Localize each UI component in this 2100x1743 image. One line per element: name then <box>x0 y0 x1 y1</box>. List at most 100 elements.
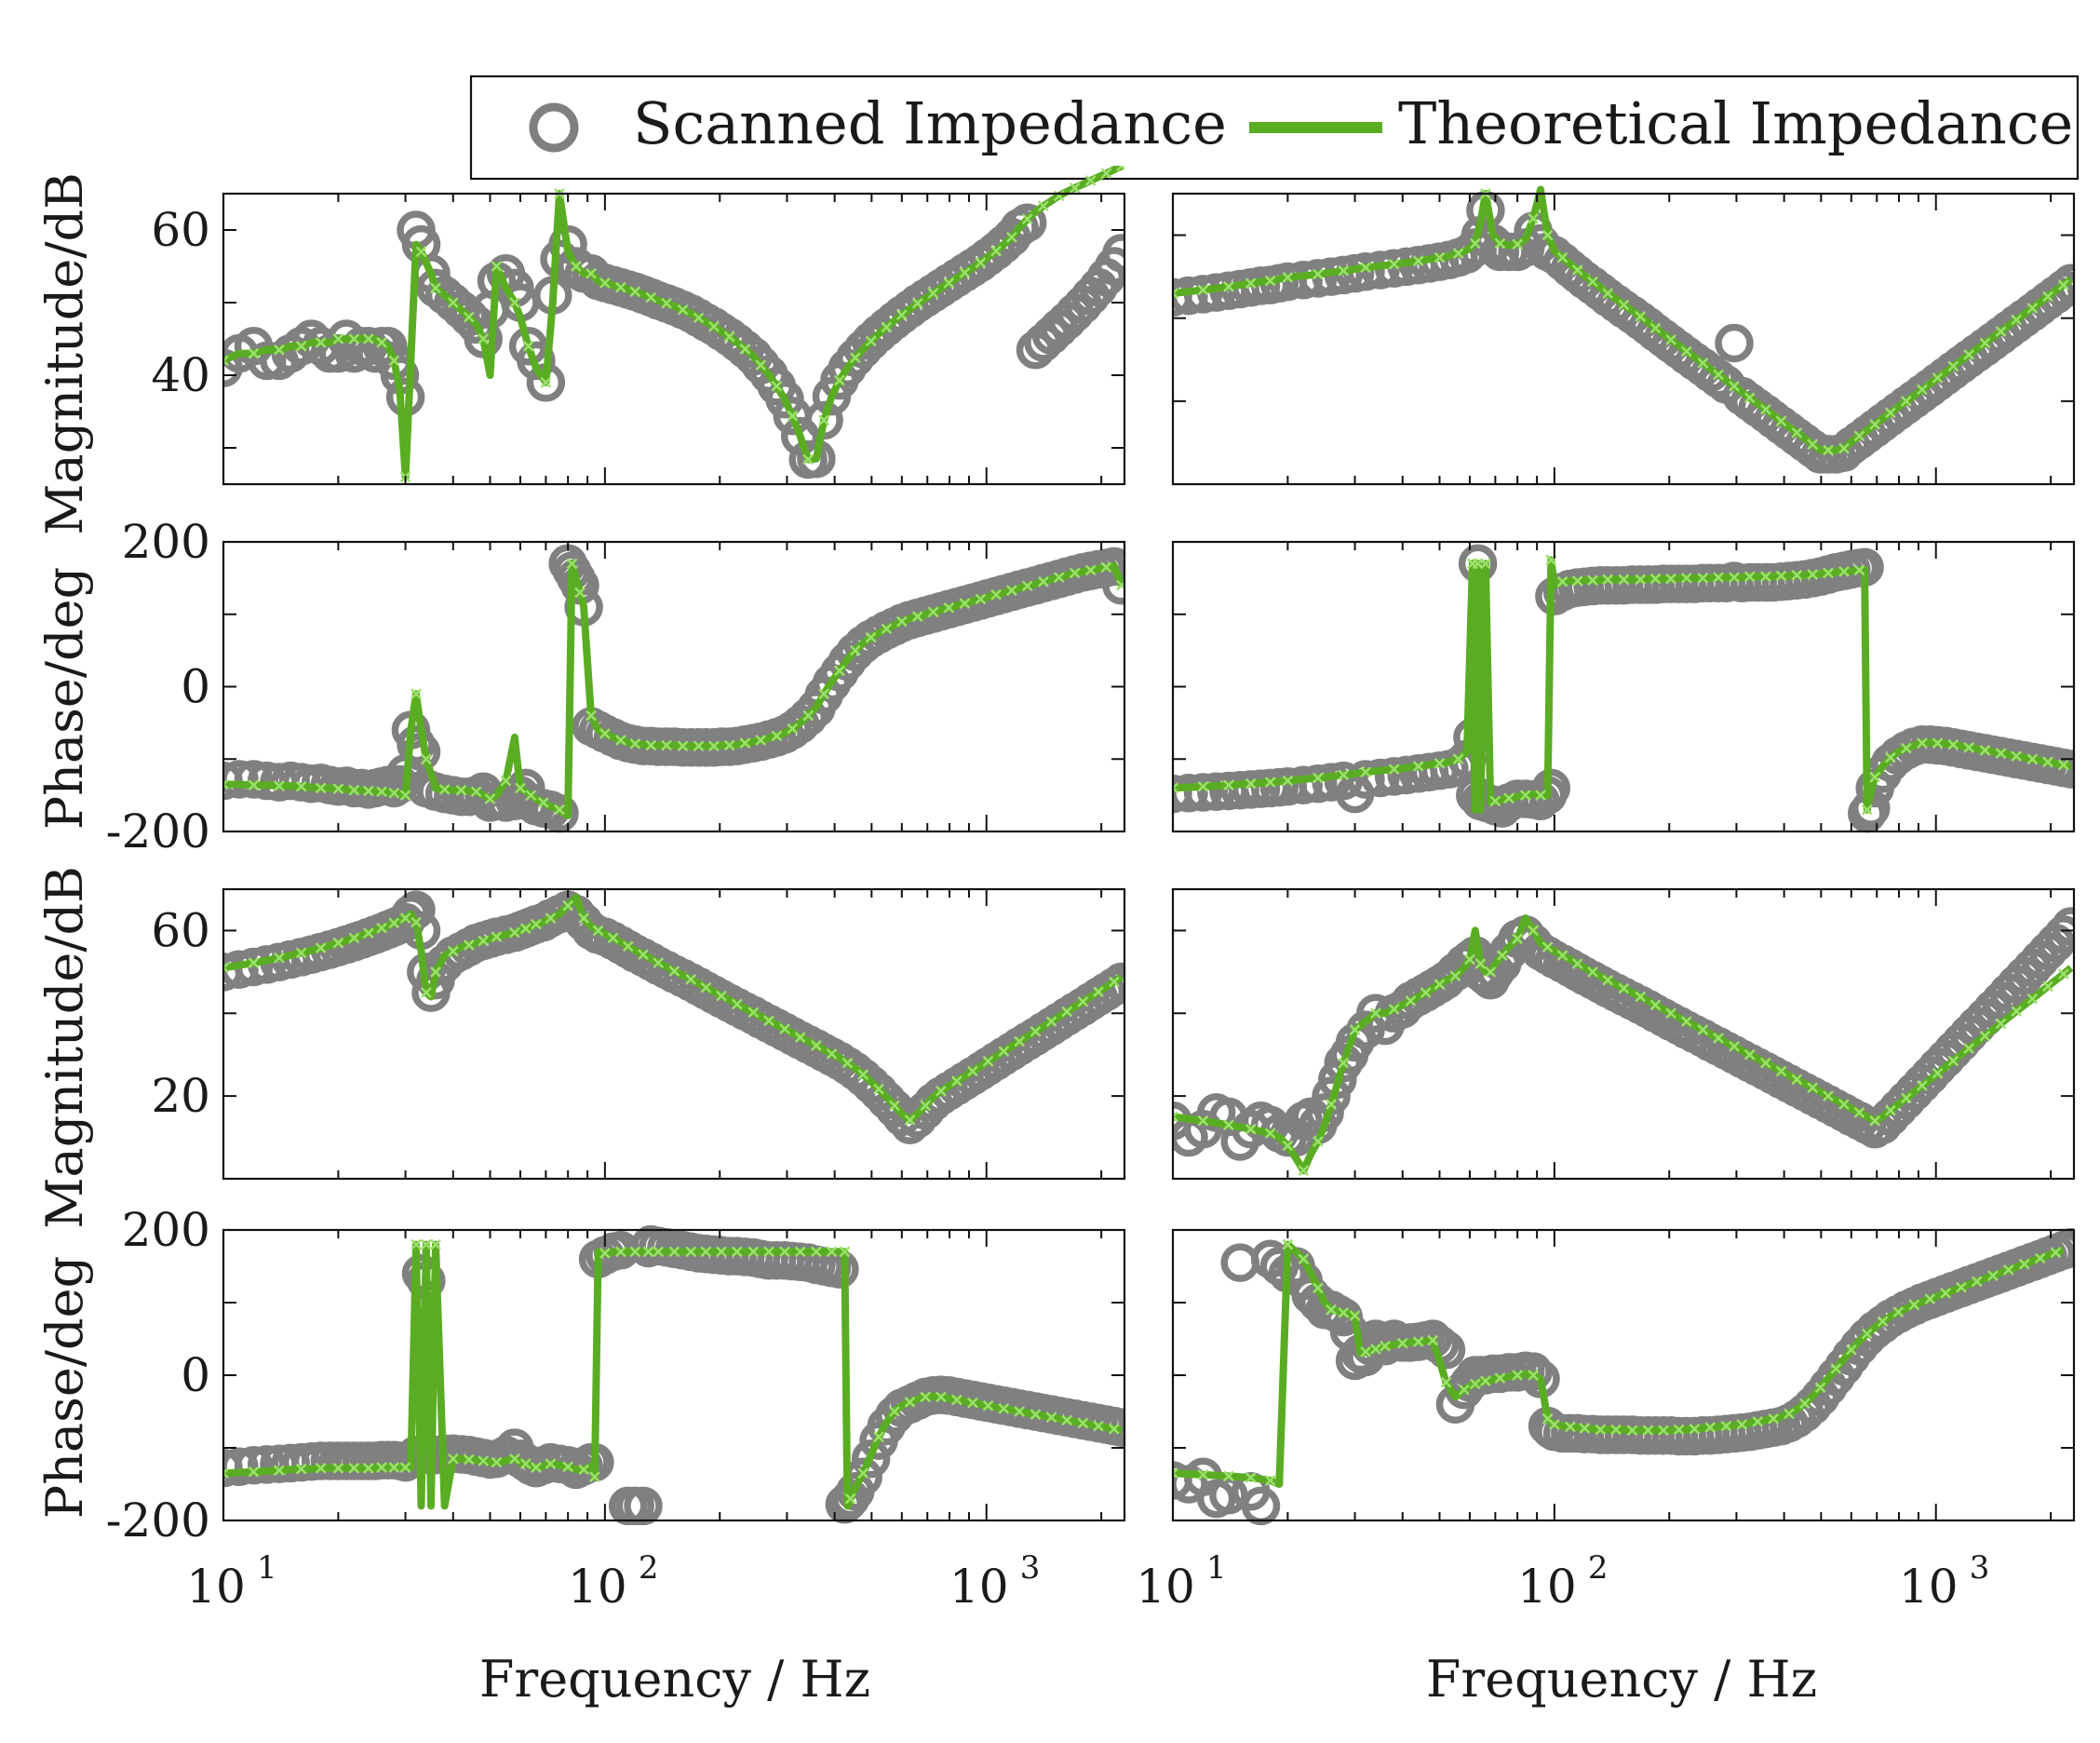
theoretical-marker <box>1434 979 1446 991</box>
theoretical-marker <box>1775 1065 1787 1077</box>
theoretical-marker <box>1452 753 1464 765</box>
scanned-point <box>1361 758 1400 798</box>
theoretical-marker <box>1326 1304 1337 1316</box>
theoretical-marker <box>614 735 626 746</box>
x-tick-label: 10 <box>1136 1560 1195 1614</box>
theoretical-marker <box>447 945 459 957</box>
y-tick-label: 20 <box>151 1069 210 1123</box>
theoretical-marker <box>2042 980 2053 993</box>
theoretical-marker <box>463 311 475 323</box>
panel-right-phase <box>1171 540 2076 833</box>
theoretical-marker <box>1924 1293 1936 1304</box>
theoretical-marker <box>1115 166 1124 172</box>
theoretical-marker <box>889 1100 900 1112</box>
theoretical-marker <box>2011 314 2023 326</box>
theoretical-marker <box>865 631 877 643</box>
theoretical-marker <box>1282 272 1294 283</box>
theoretical-marker <box>1932 1067 1944 1079</box>
theoretical-marker <box>376 922 387 934</box>
theoretical-marker <box>1635 311 1647 322</box>
theoretical-marker <box>478 935 490 947</box>
theoretical-marker <box>411 916 422 928</box>
plot-area <box>223 166 1124 483</box>
theoretical-marker <box>1556 575 1568 588</box>
theoretical-marker <box>1338 1307 1350 1318</box>
theoretical-marker <box>990 245 1002 257</box>
theoretical-marker <box>739 737 751 750</box>
theoretical-marker <box>622 940 634 953</box>
theoretical-marker <box>1548 1419 1560 1430</box>
theoretical-marker <box>509 1452 520 1465</box>
theoretical-marker <box>1173 1111 1178 1123</box>
theoretical-marker <box>794 1032 806 1043</box>
panel-left-magnitude-2: 60 20 <box>151 887 1126 1181</box>
scanned-point <box>1299 763 1338 804</box>
theoretical-marker <box>388 355 400 367</box>
theoretical-marker <box>904 1115 916 1126</box>
theoretical-marker <box>388 787 400 799</box>
theoretical-marker <box>1264 1128 1276 1140</box>
theoretical-marker <box>2026 303 2039 314</box>
axes-box <box>1171 192 2076 486</box>
theoretical-marker <box>1853 1107 1865 1118</box>
theoretical-marker <box>1264 275 1276 287</box>
theoretical-marker <box>763 1015 774 1027</box>
theoretical-marker <box>1963 1043 1975 1054</box>
theoretical-marker <box>1963 349 1975 360</box>
theoretical-marker <box>1900 742 1912 754</box>
theoretical-marker <box>1579 1423 1591 1434</box>
ylabel-row1: Magnitude/dB <box>35 172 94 535</box>
theoretical-marker <box>975 593 987 605</box>
theoretical-marker <box>1618 299 1630 311</box>
theoretical-marker <box>881 321 893 333</box>
theoretical-marker <box>1658 1425 1669 1437</box>
theoretical-marker <box>1697 1024 1709 1035</box>
scanned-point <box>2044 915 2074 954</box>
theoretical-marker <box>708 740 720 752</box>
theoretical-marker <box>1434 251 1446 263</box>
theoretical-marker <box>1485 966 1497 978</box>
theoretical-marker <box>1197 1115 1209 1127</box>
scanned-point <box>1426 1330 1466 1370</box>
theoretical-marker <box>911 297 923 309</box>
xlabel-left: Frequency / Hz <box>479 1650 870 1709</box>
panel-left-phase: 200 0 -200 <box>106 515 1126 858</box>
theoretical-marker <box>629 286 641 298</box>
theoretical-marker <box>693 740 705 752</box>
theoretical-marker <box>1571 575 1583 587</box>
theoretical-marker <box>1197 780 1209 792</box>
y-tick-label: 0 <box>181 660 210 714</box>
theoretical-marker <box>1743 392 1756 404</box>
theoretical-marker <box>1512 238 1524 250</box>
theoretical-marker <box>522 340 534 352</box>
theoretical-marker <box>491 1456 503 1468</box>
theoretical-marker <box>1452 248 1464 260</box>
theoretical-marker <box>2011 750 2023 763</box>
theoretical-marker <box>1006 231 1017 243</box>
theoretical-marker <box>478 333 490 345</box>
theoretical-marker <box>1420 987 1432 998</box>
theoretical-marker <box>295 947 307 959</box>
x-tick-exponent: 1 <box>1206 1549 1227 1587</box>
theoretical-marker <box>990 588 1002 601</box>
theoretical-marker <box>629 1246 641 1258</box>
theoretical-marker <box>668 966 680 977</box>
y-tick-label: -200 <box>106 804 210 858</box>
theoretical-marker <box>1729 572 1740 583</box>
theoretical-marker <box>1282 1238 1294 1250</box>
theoretical-marker <box>685 973 697 985</box>
theoretical-marker <box>1571 958 1583 969</box>
scanned-point <box>1220 1243 1259 1282</box>
theoretical-marker <box>708 320 720 332</box>
panel-right-phase-2: 10 1 10 2 10 3 <box>1136 1227 2076 1614</box>
theoretical-marker <box>1069 567 1081 579</box>
scanned-point <box>1173 774 1208 813</box>
theoretical-marker <box>588 1471 600 1483</box>
theoretical-marker <box>1338 769 1350 781</box>
theoretical-marker <box>362 927 374 939</box>
theoretical-marker <box>348 1462 360 1474</box>
theoretical-marker <box>2026 753 2039 765</box>
theoretical-marker <box>614 1246 626 1258</box>
theoretical-marker <box>873 1431 884 1443</box>
theoretical-marker <box>920 1100 932 1112</box>
